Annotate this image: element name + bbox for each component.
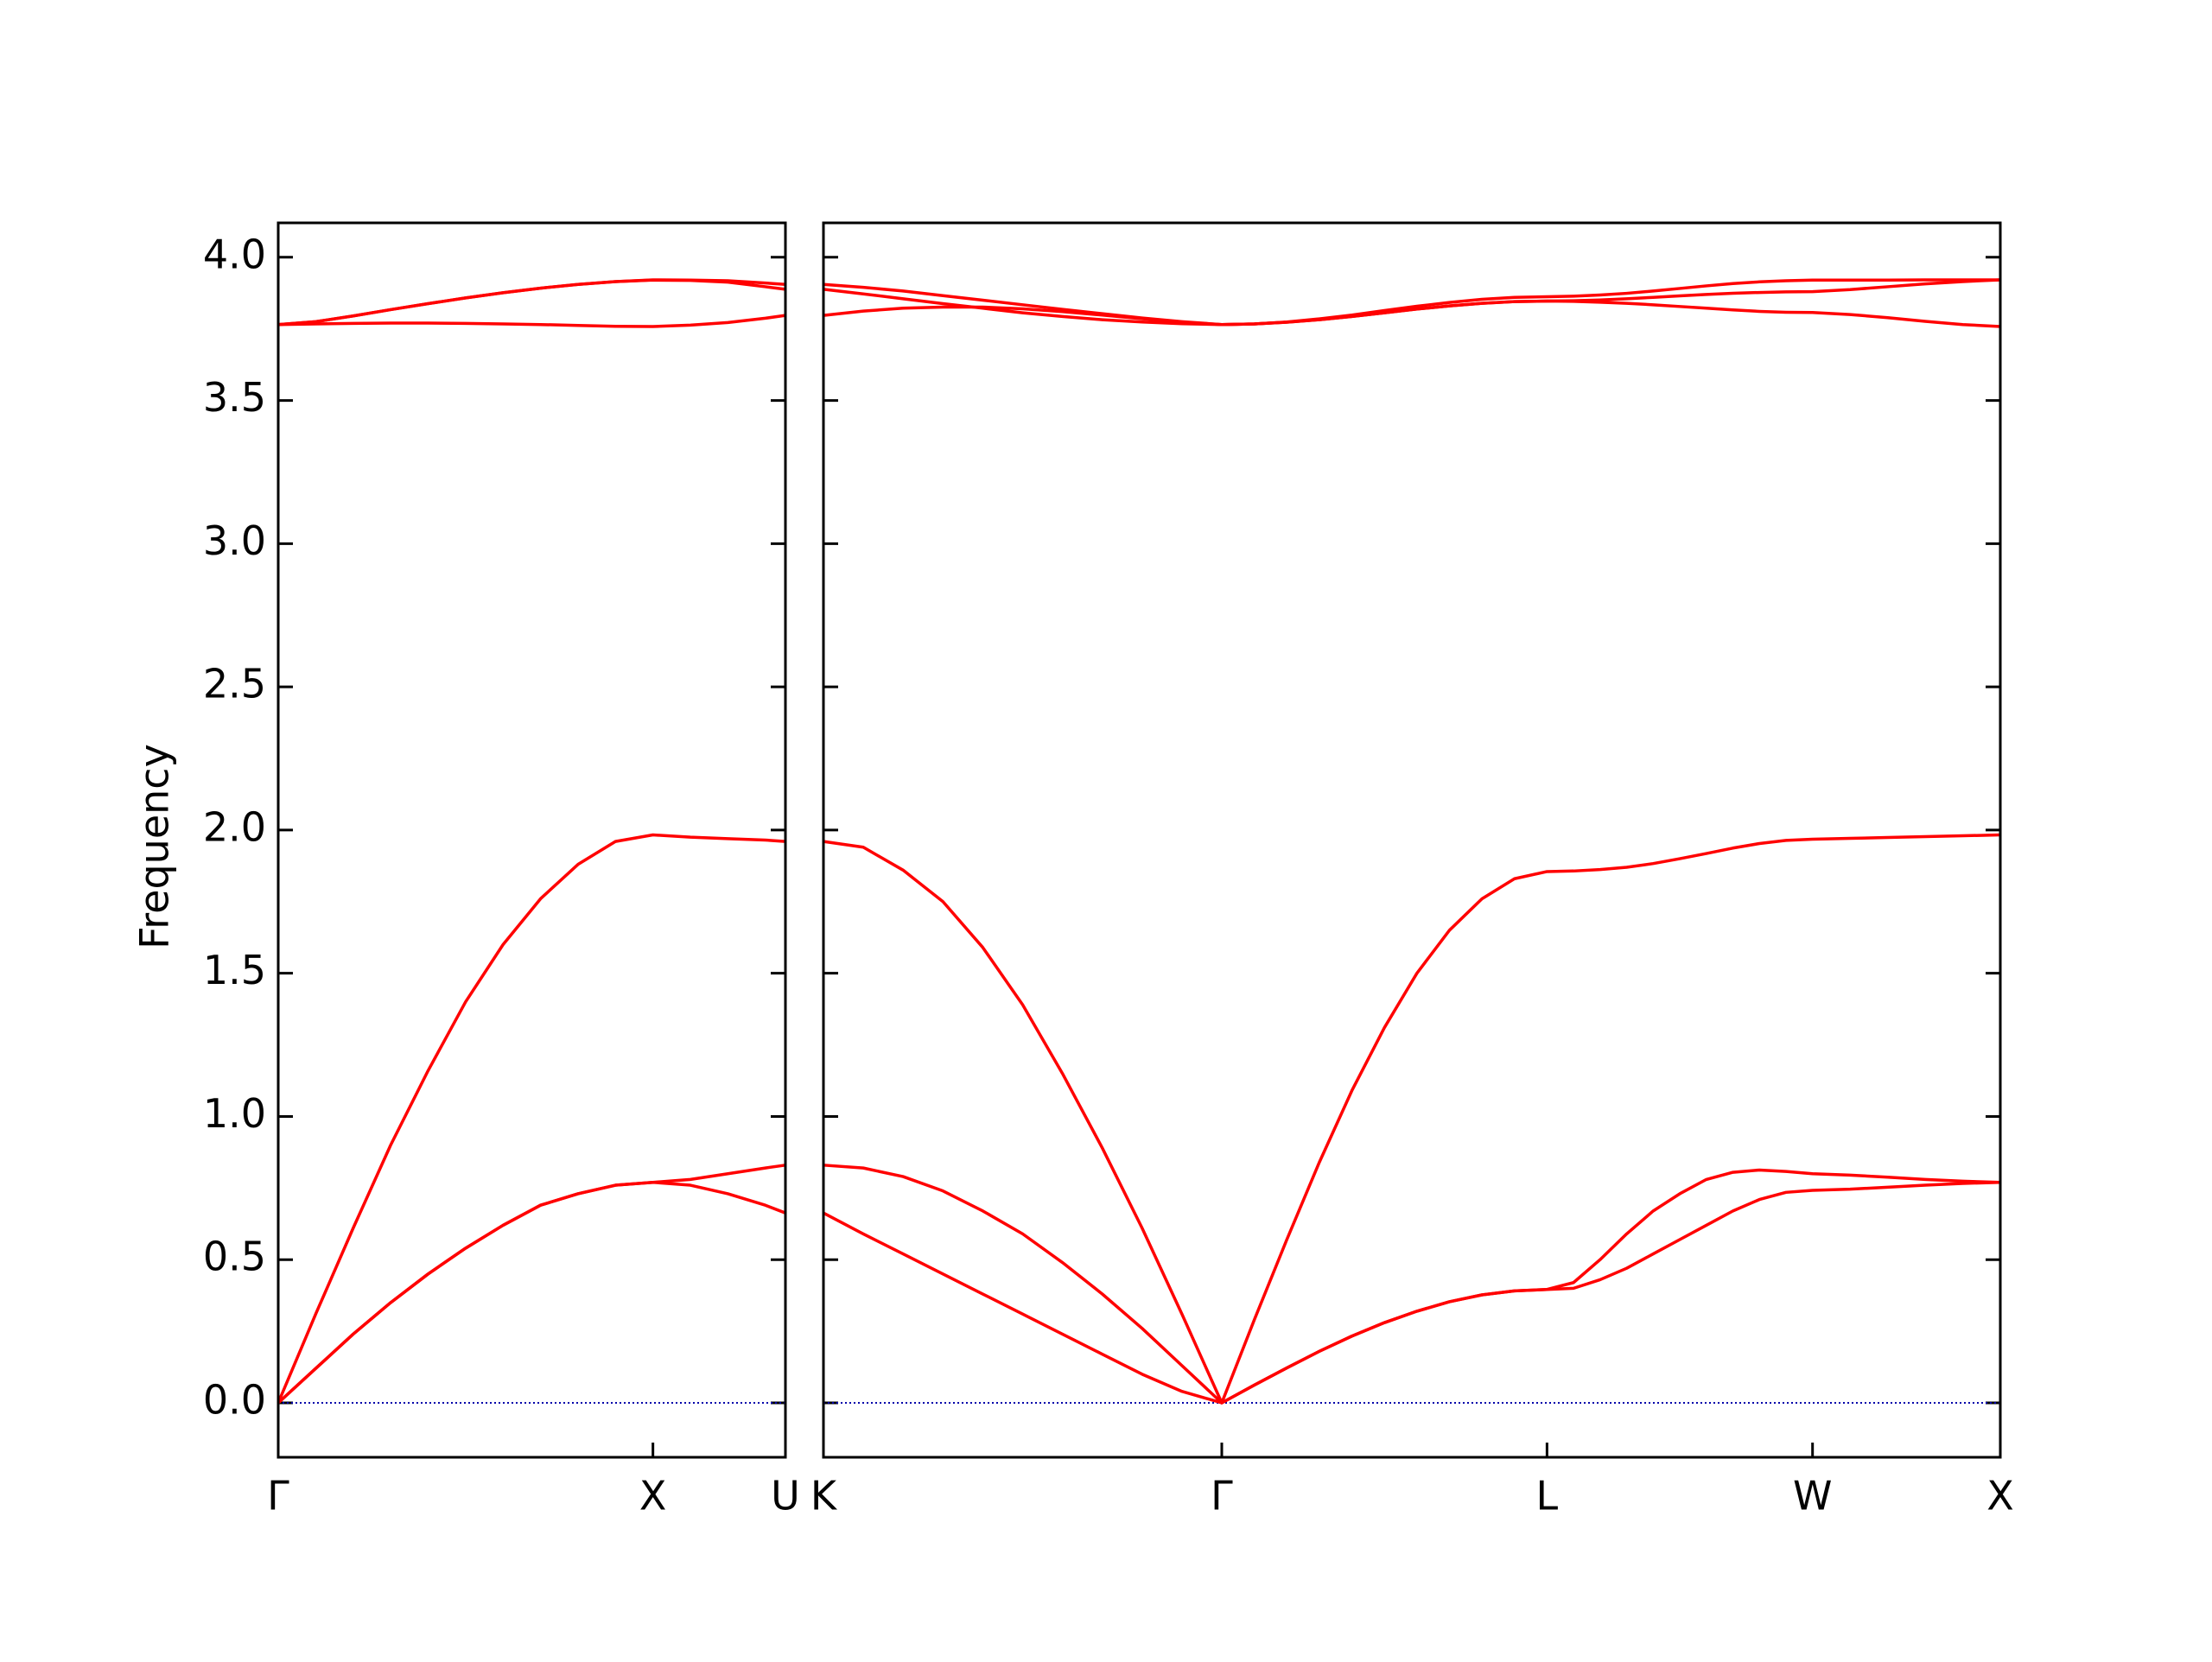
y-axis-label: Frequency <box>131 744 178 949</box>
x-tick-label: X <box>639 1473 667 1519</box>
y-tick-label: 4.0 <box>203 231 266 277</box>
band-line <box>823 1164 2001 1405</box>
x-tick-label: X <box>1986 1473 2014 1519</box>
y-tick-label: 1.5 <box>203 947 266 993</box>
axes-frame <box>276 221 787 1459</box>
y-tick-label: 0.0 <box>203 1377 266 1424</box>
axes-frame <box>822 221 2002 1459</box>
y-tick-label: 2.5 <box>203 661 266 707</box>
x-tick-label: U <box>771 1473 800 1519</box>
band-line <box>277 278 786 327</box>
band-line <box>276 1180 786 1405</box>
y-tick-label: 0.5 <box>203 1234 266 1280</box>
band-line <box>823 278 2000 327</box>
x-tick-label: K <box>810 1473 838 1519</box>
y-tick-label: 2.0 <box>203 803 266 850</box>
x-tick-label: Γ <box>1211 1473 1233 1519</box>
x-tick-label: L <box>1536 1473 1559 1519</box>
x-tick-label: Γ <box>267 1473 289 1519</box>
y-tick-label: 3.0 <box>203 517 266 564</box>
band-line <box>823 278 2001 327</box>
x-tick-label: W <box>1793 1473 1832 1519</box>
band-line <box>823 833 2001 1405</box>
band-line <box>823 1180 2001 1405</box>
band-line <box>276 1164 786 1405</box>
band-line <box>277 278 786 327</box>
y-tick-label: 1.0 <box>203 1090 266 1137</box>
band-line <box>823 299 2001 328</box>
y-tick-label: 3.5 <box>203 374 266 421</box>
band-line <box>277 314 786 328</box>
band-line <box>276 833 786 1404</box>
